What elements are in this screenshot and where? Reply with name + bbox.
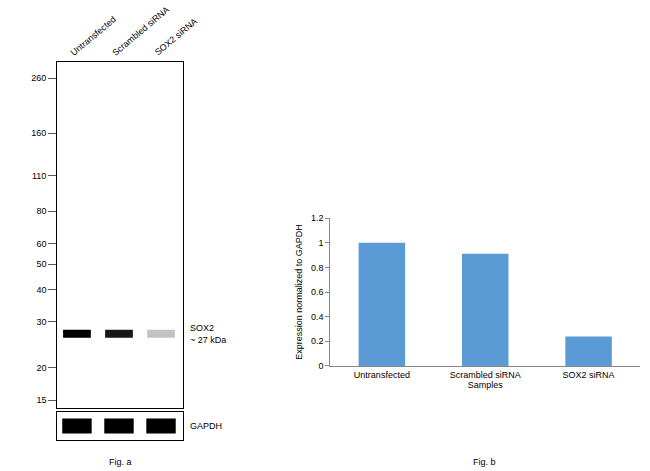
svg-text:0.6: 0.6 bbox=[311, 287, 324, 297]
svg-text:SOX2 siRNA: SOX2 siRNA bbox=[563, 370, 615, 380]
svg-text:SOX2~ 27 kDa: SOX2~ 27 kDa bbox=[190, 323, 226, 345]
svg-text:40: 40 bbox=[36, 285, 46, 295]
svg-text:Samples: Samples bbox=[468, 380, 504, 390]
svg-text:260: 260 bbox=[31, 73, 46, 83]
svg-text:20: 20 bbox=[36, 363, 46, 373]
svg-text:15: 15 bbox=[36, 395, 46, 405]
svg-text:0.2: 0.2 bbox=[311, 336, 324, 346]
svg-text:Untransfected: Untransfected bbox=[69, 14, 118, 58]
svg-text:SOX2 siRNA: SOX2 siRNA bbox=[153, 16, 199, 57]
svg-text:0: 0 bbox=[318, 361, 323, 371]
svg-text:Scrambled siRNA: Scrambled siRNA bbox=[450, 370, 521, 380]
svg-text:Scrambled siRNA: Scrambled siRNA bbox=[110, 5, 171, 58]
svg-text:Untransfected: Untransfected bbox=[354, 370, 410, 380]
svg-text:160: 160 bbox=[31, 128, 46, 138]
svg-text:1.2: 1.2 bbox=[311, 213, 324, 223]
svg-text:Fig. b: Fig. b bbox=[473, 457, 496, 467]
svg-text:110: 110 bbox=[32, 171, 46, 181]
svg-text:50: 50 bbox=[36, 259, 46, 269]
svg-text:0.8: 0.8 bbox=[311, 263, 324, 273]
svg-text:1: 1 bbox=[318, 238, 323, 248]
svg-text:60: 60 bbox=[36, 239, 46, 249]
svg-text:GAPDH: GAPDH bbox=[190, 421, 222, 431]
svg-text:Expression normalized to GAPDH: Expression normalized to GAPDH bbox=[294, 224, 304, 360]
svg-text:30: 30 bbox=[36, 317, 46, 327]
svg-text:Fig. a: Fig. a bbox=[109, 457, 132, 467]
svg-text:80: 80 bbox=[36, 206, 46, 216]
svg-text:0.4: 0.4 bbox=[311, 312, 324, 322]
